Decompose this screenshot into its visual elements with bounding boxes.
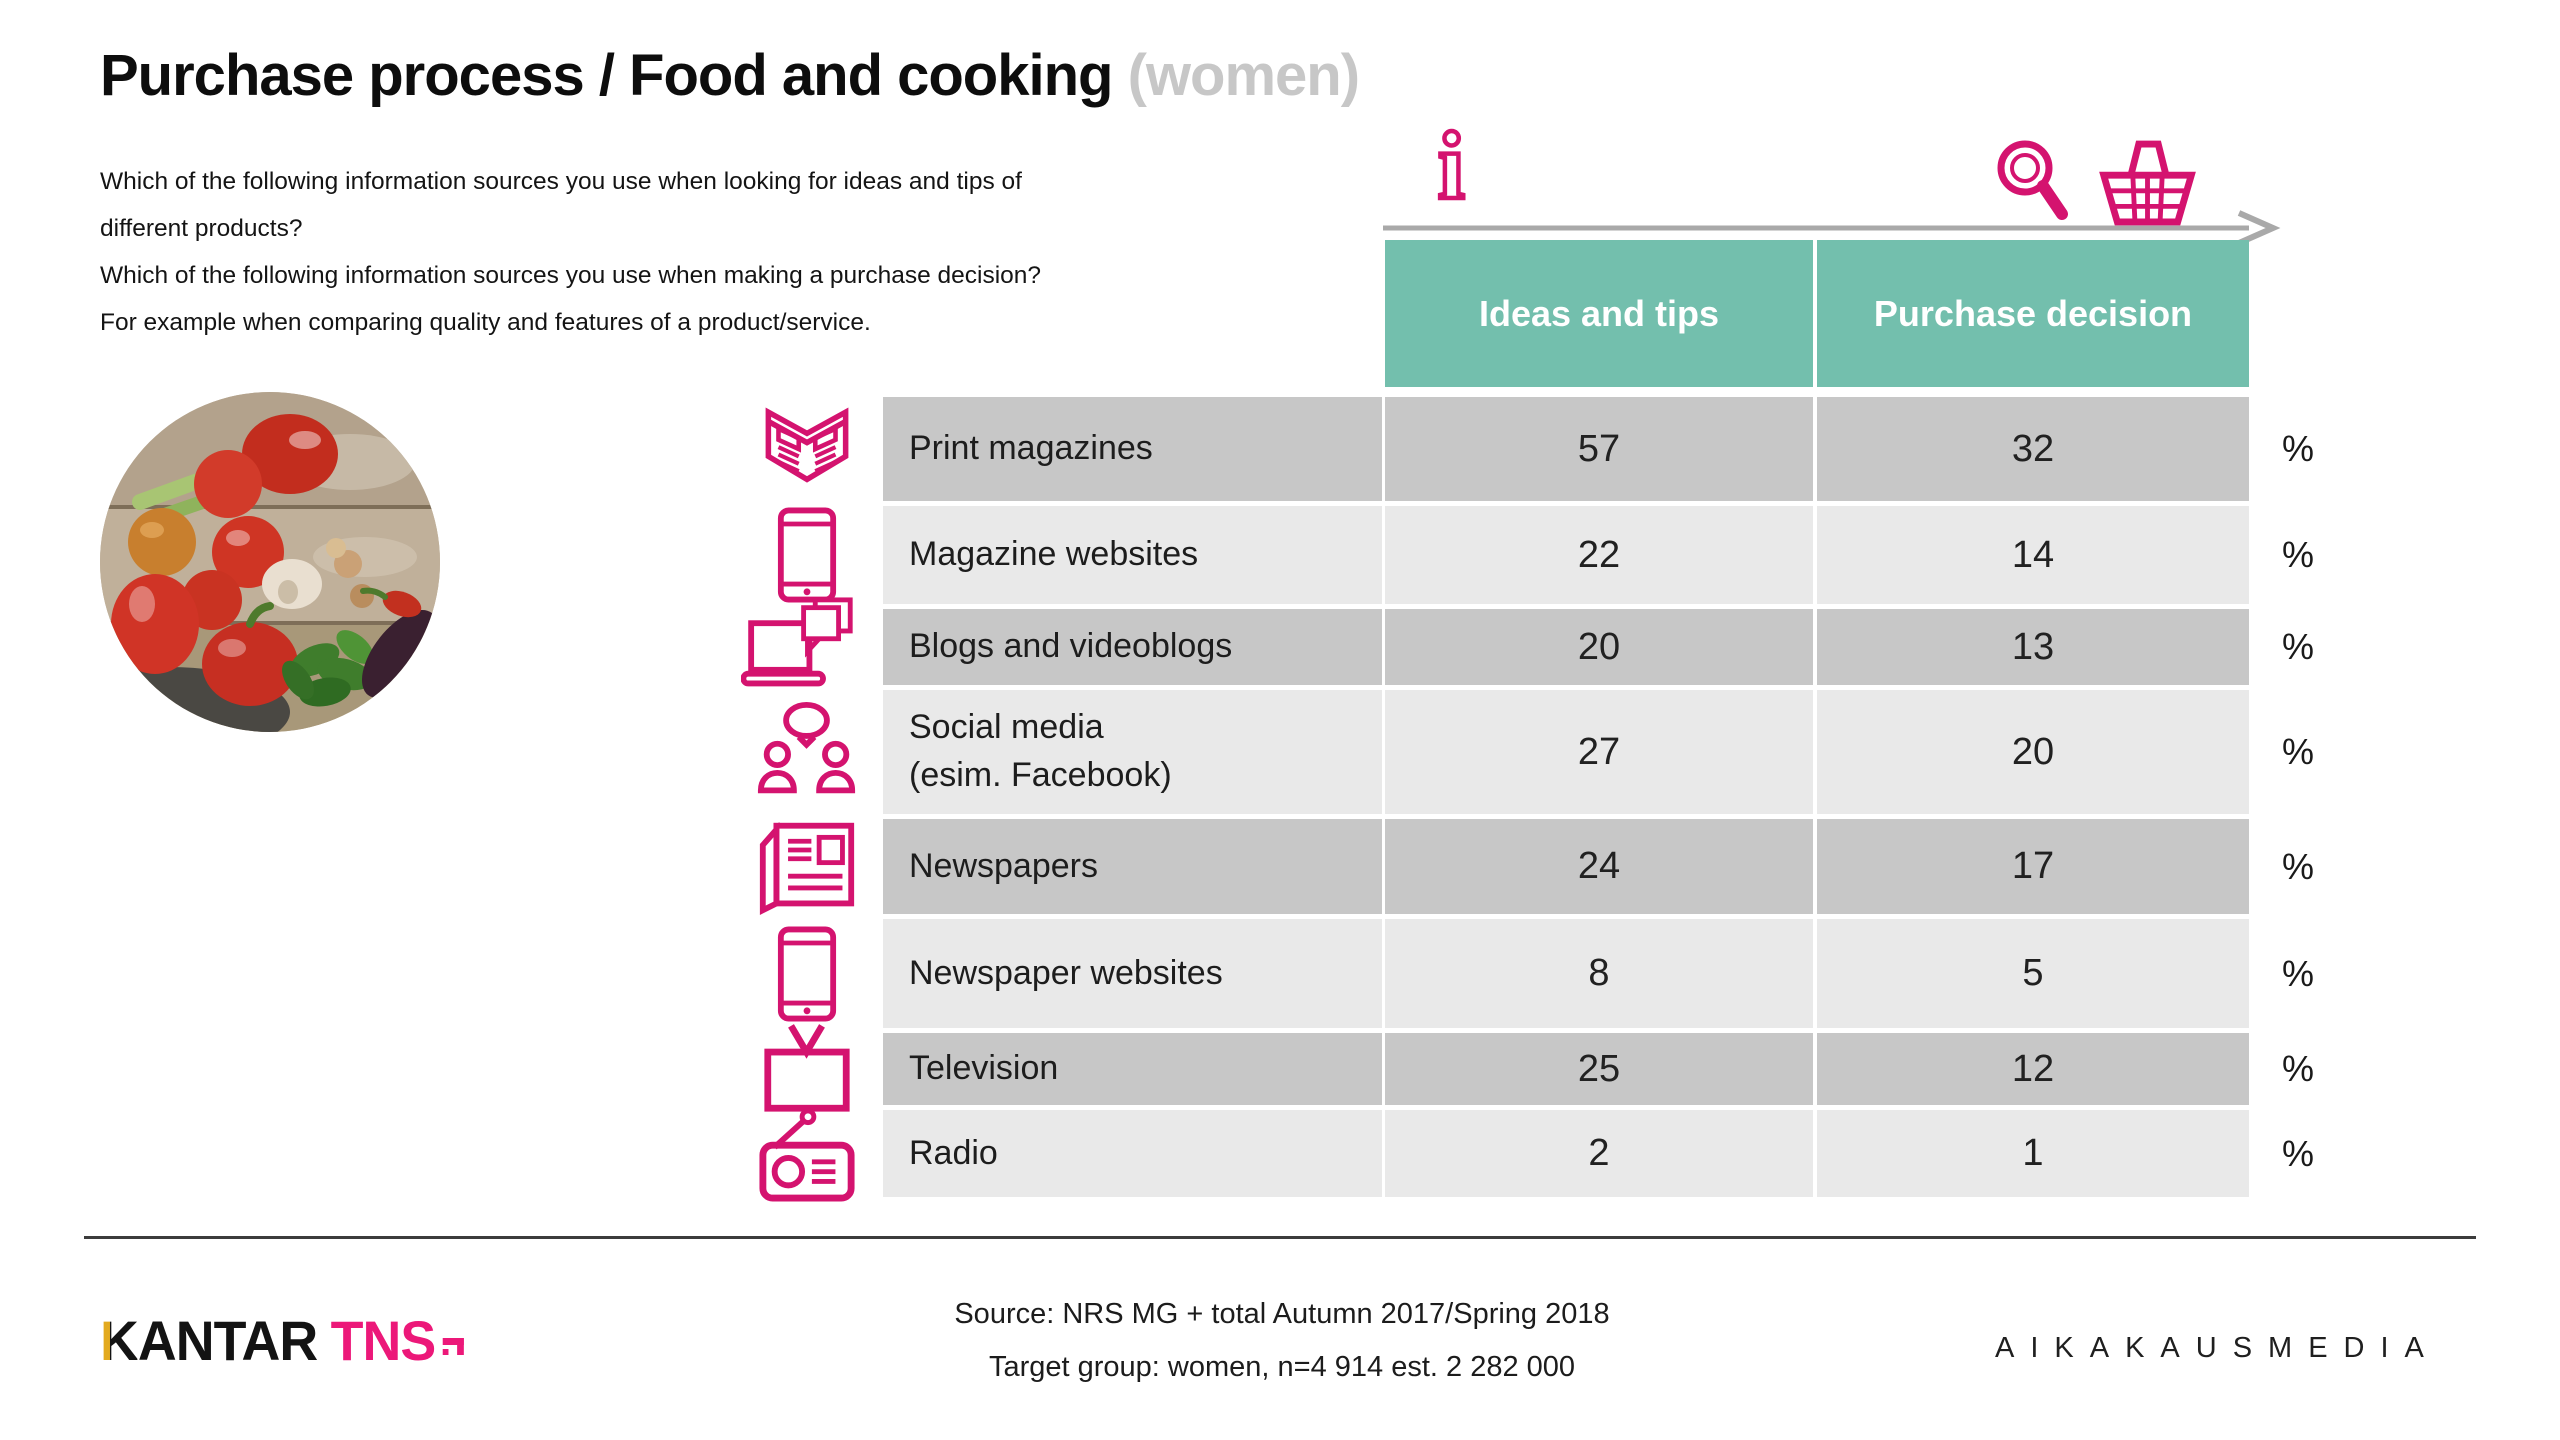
social-people-icon [751,701,863,803]
percent-sign: % [2281,1048,2314,1089]
food-photo [100,392,440,732]
ideas-value: 57 [1385,397,1813,501]
header-icon-spacer [731,240,883,387]
row-label: Television [883,1033,1382,1105]
tablet-icon [776,506,838,604]
kantar-tns-logo: KANTAR TNS [100,1308,466,1373]
percent-sign: % [2281,1132,2314,1174]
row-label: Blogs and videoblogs [883,609,1382,685]
purchase-value: 14 [1817,506,2249,604]
row-label: Social media (esim. Facebook) [883,690,1382,814]
table-row: Newspaper websites 8 5% [731,919,2333,1028]
footer-divider [84,1236,2476,1239]
ideas-value: 27 [1385,690,1813,814]
source-line-2: Target group: women, n=4 914 est. 2 282 … [988,1351,1576,1383]
header-label-spacer [883,240,1382,387]
data-table: Ideas and tips Purchase decision Print m… [731,240,2333,1202]
laptop-blog-icon [741,596,873,698]
tv-icon [756,1023,858,1115]
table-row: Newspapers 24 17% [731,819,2333,915]
radio-icon [753,1104,861,1204]
process-arrow [1383,210,2281,246]
row-icon-cell [731,506,883,604]
row-icon-cell [731,819,883,915]
page-title-suffix: (women) [1127,43,1360,108]
table-header-row: Ideas and tips Purchase decision [731,240,2333,387]
row-label: Radio [883,1110,1382,1197]
row-icon-cell [731,1024,883,1112]
tablet-icon [776,925,838,1023]
row-icon-cell [731,690,883,814]
ideas-value: 2 [1385,1110,1813,1197]
table-row: Television 25 12% [731,1024,2333,1112]
ideas-value: 20 [1385,609,1813,685]
source-text: Source: NRS MG + total Autumn 2017/Sprin… [882,1288,1682,1394]
purchase-value: 20 [1817,690,2249,814]
row-icon-cell [731,597,883,687]
tns-mark-icon [441,1308,466,1373]
table-row: Blogs and videoblogs 20 13% [731,597,2333,687]
magazine-icon [761,403,853,495]
ideas-value: 25 [1385,1033,1813,1105]
table-row: Social media (esim. Facebook) 27 20% [731,690,2333,814]
table-rows: Print magazines 57 32% Magazine websites 22… [731,397,2333,1202]
ideas-value: 22 [1385,506,1813,604]
percent-sign: % [2281,428,2314,469]
percent-sign: % [2281,626,2314,667]
table-row: Magazine websites 22 14% [731,506,2333,604]
purchase-value: 5 [1817,919,2249,1028]
row-label: Newspapers [883,819,1382,914]
kantar-wordmark: ANTAR [137,1309,318,1372]
purchase-value: 12 [1817,1033,2249,1105]
source-line-1: Source: NRS MG + total Autumn 2017/Sprin… [954,1298,1610,1330]
row-icon-cell [731,919,883,1028]
percent-sign: % [2281,534,2314,575]
page-title: Purchase process / Food and cooking (wom… [100,42,1360,109]
purchase-value: 17 [1817,819,2249,914]
ideas-value: 8 [1385,919,1813,1028]
survey-question-2: Which of the following information sourc… [100,262,1042,336]
aikakausmedia-logo: AIKAKAUSMEDIA [1995,1332,2440,1364]
row-label: Newspaper websites [883,919,1382,1028]
ideas-value: 24 [1385,819,1813,914]
basket-icon [2099,140,2196,226]
info-icon: i [1436,112,1467,219]
vegetables [111,414,439,707]
page-title-main: Purchase process / Food and cooking [100,43,1113,108]
row-icon-cell [731,1107,883,1202]
percent-sign: % [2281,731,2314,772]
survey-question-1: Which of the following information sourc… [100,168,1022,242]
purchase-value: 1 [1817,1110,2249,1197]
row-label: Print magazines [883,397,1382,501]
kantar-k: K [100,1309,139,1372]
survey-questions: Which of the following information sourc… [100,158,1300,346]
percent-sign: % [2281,952,2314,994]
magnifier-icon [1997,140,2068,220]
percent-sign: % [2281,845,2314,887]
row-label: Magazine websites [883,506,1382,604]
purchase-value: 32 [1817,397,2249,501]
header-pct-spacer [2263,240,2333,387]
column-header-ideas: Ideas and tips [1385,240,1813,387]
purchase-value: 13 [1817,609,2249,685]
newspaper-icon [751,816,863,918]
column-header-purchase: Purchase decision [1817,240,2249,387]
row-icon-cell [731,397,883,501]
table-row: Radio 2 1% [731,1107,2333,1202]
table-row: Print magazines 57 32% [731,397,2333,501]
tns-wordmark: TNS [330,1309,437,1372]
